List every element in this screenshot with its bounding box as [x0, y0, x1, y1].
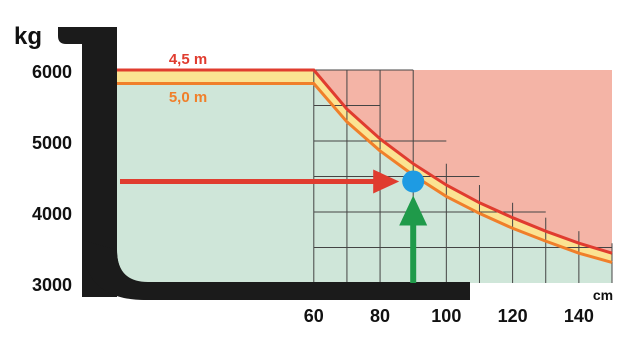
forklift-forks: [82, 240, 470, 300]
y-tick-label: 4000: [32, 204, 72, 224]
x-axis-label: cm: [593, 287, 613, 303]
green-arrow-head: [399, 195, 428, 226]
x-tick-label: 60: [304, 306, 324, 326]
chart-series: [115, 68, 613, 264]
series-label-4-5m: 4,5 m: [169, 51, 207, 68]
chart-annotations: [120, 169, 428, 283]
x-tick-label: 120: [498, 306, 528, 326]
red-arrow-head: [373, 169, 400, 194]
y-tick-label: 3000: [32, 275, 72, 295]
x-tick-label: 100: [431, 306, 461, 326]
forklift-mast-top: [58, 27, 117, 44]
capacity-band: [115, 70, 612, 263]
series-line-5-0m: [115, 82, 613, 264]
series-label-5-0m: 5,0 m: [169, 89, 207, 106]
y-axis-label: kg: [14, 23, 42, 50]
y-tick-label: 5000: [32, 133, 72, 153]
x-tick-label: 140: [564, 306, 594, 326]
forklift-frame: [58, 27, 470, 300]
y-tick-label: 6000: [32, 62, 72, 82]
x-tick-label: 80: [370, 306, 390, 326]
data-point-marker: [402, 170, 425, 193]
chart-grid: [313, 69, 613, 283]
chart-labels: kg 3000 4000 5000 6000 60 80 100 120 140 cm 4,5 m 5,…: [14, 23, 613, 326]
series-line-4-5m: [115, 68, 613, 255]
